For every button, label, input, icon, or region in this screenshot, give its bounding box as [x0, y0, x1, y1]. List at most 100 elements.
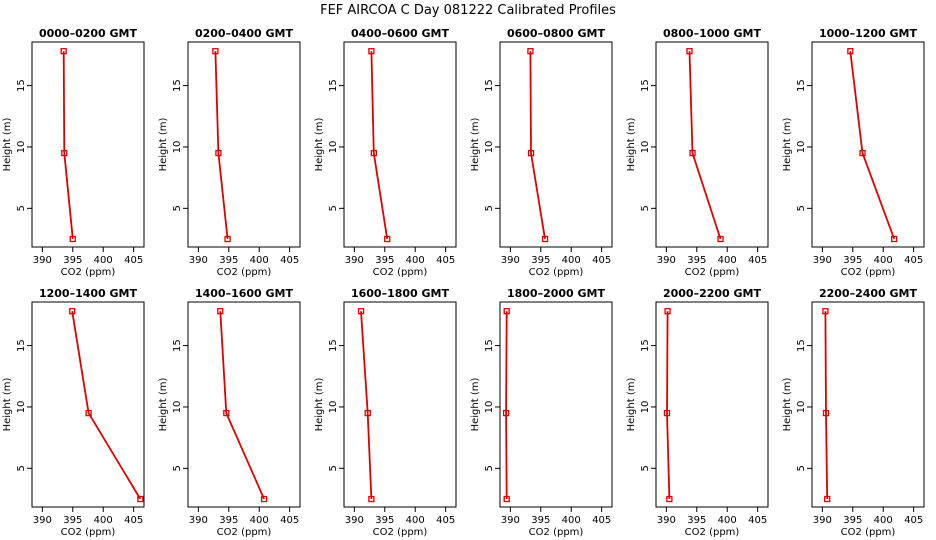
data-point: [847, 48, 854, 55]
co2-profile-line: [360, 311, 373, 500]
x-tick-label: 390: [501, 515, 520, 526]
y-tick-label: 10: [172, 401, 183, 414]
x-tick-label: 395: [219, 515, 238, 526]
x-axis-label: CO2 (ppm): [685, 267, 740, 278]
y-tick-label: 15: [16, 79, 27, 92]
x-tick-label: 395: [687, 255, 706, 266]
y-axis-label: Height (m): [158, 378, 169, 432]
x-tick-label: 390: [813, 515, 832, 526]
y-tick-label: 15: [172, 339, 183, 352]
co2-profile-line: [849, 51, 896, 240]
panel-title: 2000–2200 GMT: [663, 287, 762, 300]
x-axis-label: CO2 (ppm): [373, 267, 428, 278]
x-tick-label: 405: [592, 515, 611, 526]
x-tick-label: 395: [531, 515, 550, 526]
data-point: [212, 48, 219, 55]
data-point: [541, 235, 549, 243]
x-tick-label: 390: [345, 515, 364, 526]
data-point: [689, 149, 696, 157]
y-tick-label: 15: [796, 79, 807, 92]
x-tick-label: 390: [657, 255, 676, 266]
data-point: [686, 48, 693, 55]
panel-title: 0400–0600 GMT: [351, 27, 450, 40]
y-axis-label: Height (m): [782, 378, 793, 432]
x-tick-label: 390: [189, 515, 208, 526]
y-axis-label: Height (m): [782, 118, 793, 172]
data-point: [364, 409, 371, 417]
x-axis-label: CO2 (ppm): [61, 267, 116, 278]
y-tick-label: 15: [328, 339, 339, 352]
x-tick-label: 390: [33, 515, 52, 526]
panel-title: 1000–1200 GMT: [819, 27, 918, 40]
data-point: [663, 409, 671, 417]
x-axis-label: CO2 (ppm): [685, 527, 740, 538]
y-axis-label: Height (m): [2, 118, 13, 172]
plot-frame: [31, 301, 145, 508]
co2-profile-line: [219, 311, 265, 500]
data-point: [503, 308, 510, 315]
y-axis-label: Height (m): [626, 378, 637, 432]
x-tick-label: 390: [813, 255, 832, 266]
x-tick-label: 395: [63, 515, 82, 526]
data-point: [224, 235, 231, 243]
data-point: [503, 495, 510, 503]
y-axis-label: Height (m): [470, 118, 481, 172]
x-axis-label: CO2 (ppm): [841, 267, 896, 278]
data-point: [61, 149, 68, 157]
data-point: [69, 235, 76, 243]
figure-title: FEF AIRCOA C Day 081222 Calibrated Profi…: [320, 3, 616, 18]
y-tick-label: 10: [328, 141, 339, 154]
x-tick-label: 395: [843, 255, 862, 266]
y-tick-label: 5: [640, 205, 651, 211]
x-tick-label: 405: [592, 255, 611, 266]
y-tick-label: 5: [16, 205, 27, 211]
y-tick-label: 5: [172, 205, 183, 211]
panel-1: 0000–0200 GMT 390 395 400 405 5 10 15 CO2 (ppm) H…: [2, 27, 145, 278]
y-tick-label: 10: [796, 141, 807, 154]
y-tick-label: 15: [484, 79, 495, 92]
co2-profile-line: [529, 51, 546, 240]
x-axis-label: CO2 (ppm): [841, 527, 896, 538]
plot-frame: [187, 301, 301, 508]
x-tick-label: 395: [219, 255, 238, 266]
y-tick-label: 5: [484, 205, 495, 211]
data-point: [822, 409, 830, 417]
x-tick-label: 400: [562, 515, 581, 526]
x-tick-label: 395: [687, 515, 706, 526]
x-tick-label: 405: [436, 515, 455, 526]
panel-5: 0800–1000 GMT 390 395 400 405 5 10 15 CO2 (ppm) H…: [626, 27, 769, 278]
panel-10: 1800–2000 GMT 390 395 400 405 5 10 15 CO2 (ppm) H…: [470, 287, 613, 538]
x-tick-label: 390: [657, 515, 676, 526]
y-tick-label: 15: [16, 339, 27, 352]
y-tick-label: 5: [484, 465, 495, 471]
data-point: [60, 48, 67, 55]
data-point: [859, 149, 866, 157]
x-tick-label: 395: [63, 255, 82, 266]
x-tick-label: 400: [874, 255, 893, 266]
y-axis-label: Height (m): [626, 118, 637, 172]
x-tick-label: 400: [94, 255, 113, 266]
x-tick-label: 390: [345, 255, 364, 266]
panel-title: 0800–1000 GMT: [663, 27, 762, 40]
x-axis-label: CO2 (ppm): [217, 527, 272, 538]
y-tick-label: 10: [796, 401, 807, 414]
data-point: [824, 495, 831, 503]
y-axis-label: Height (m): [470, 378, 481, 432]
co2-profile-line: [71, 311, 142, 500]
data-point: [223, 409, 230, 417]
x-tick-label: 405: [436, 255, 455, 266]
panel-title: 0200–0400 GMT: [195, 27, 294, 40]
y-tick-label: 10: [484, 141, 495, 154]
data-point: [260, 495, 268, 503]
x-tick-label: 400: [94, 515, 113, 526]
x-tick-label: 400: [250, 515, 269, 526]
y-tick-label: 5: [328, 205, 339, 211]
y-tick-label: 10: [484, 401, 495, 414]
data-point: [527, 149, 535, 157]
co2-profile-line: [688, 51, 722, 240]
x-tick-label: 400: [874, 515, 893, 526]
y-tick-label: 10: [640, 401, 651, 414]
data-point: [368, 48, 375, 55]
plot-frame: [655, 301, 769, 508]
data-point: [215, 149, 222, 157]
